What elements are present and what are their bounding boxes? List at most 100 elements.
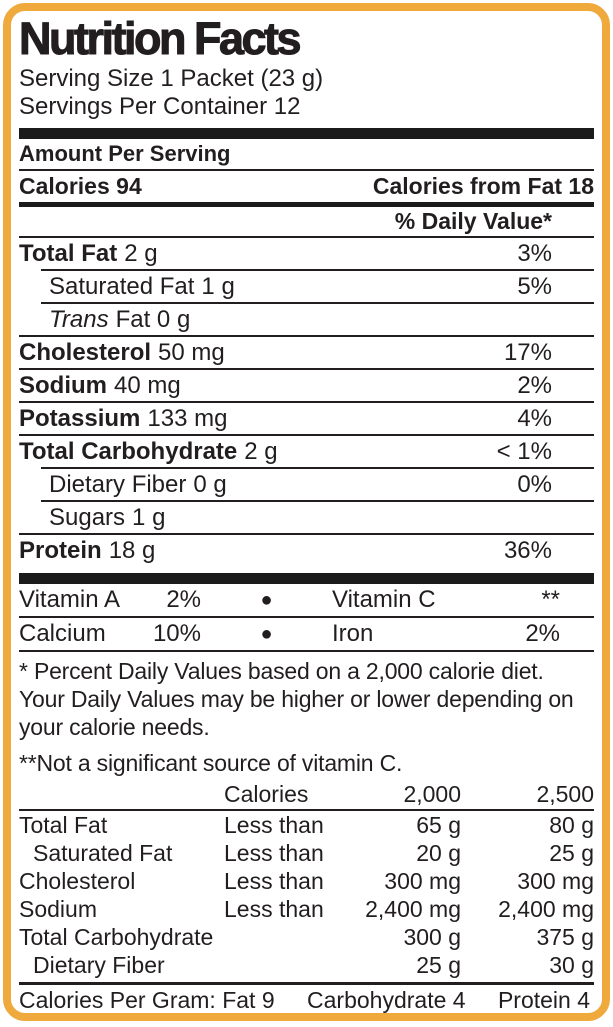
nutrient-daily-value: 4% <box>517 405 552 432</box>
row-separator <box>19 533 594 535</box>
vitamins-section: Vitamin A 2% ● Vitamin C ** Calcium 10% … <box>19 584 594 652</box>
vitamin-left-name: Vitamin A <box>19 586 120 613</box>
divider <box>19 616 594 618</box>
row-separator <box>41 467 594 469</box>
servings-per-container: Servings Per Container 12 <box>19 93 301 120</box>
nutrient-amount: 40 mg <box>114 372 181 399</box>
vitamin-left-value: 2% <box>166 586 201 613</box>
nutrient-name: Trans <box>49 306 109 333</box>
nutrient-name: Protein <box>19 537 102 564</box>
label-title: Nutrition Facts <box>19 13 303 65</box>
nutrient-row: Dietary Fiber 0 g 0% <box>19 469 594 500</box>
nutrient-row: Sodium 40 mg 2% <box>19 370 594 401</box>
nutrient-daily-value: 3% <box>517 240 552 267</box>
nutrient-name: Sodium <box>19 372 107 399</box>
vitamin-right-name: Vitamin C <box>332 586 436 613</box>
nutrient-amount: 1 g <box>132 504 166 531</box>
calories-value: Calories 94 <box>19 173 142 199</box>
amount-per-serving-heading: Amount Per Serving <box>19 141 231 166</box>
nutrient-row: Sugars 1 g <box>19 502 594 533</box>
table-nutrient-name: Saturated Fat <box>33 840 173 866</box>
nutrient-amount: Fat 0 g <box>115 306 191 333</box>
daily-value-header: % Daily Value* <box>394 208 552 234</box>
table-nutrient-name: Cholesterol <box>19 868 136 894</box>
divider <box>19 236 594 238</box>
nutrient-row: Protein 18 g 36% <box>19 535 594 566</box>
table-qualifier: Less than <box>224 812 324 838</box>
table-value-2000: 300 g <box>403 924 461 950</box>
cpg-fat: Calories Per Gram: Fat 9 <box>19 987 275 1013</box>
table-value-2500: 80 g <box>549 812 594 838</box>
nutrient-amount: 0 g <box>193 471 227 498</box>
nutrient-daily-value <box>552 502 594 533</box>
serving-size: Serving Size 1 Packet (23 g) <box>19 65 324 92</box>
table-value-2500: 25 g <box>549 840 594 866</box>
reference-table-row: Cholesterol Less than 300 mg 300 mg <box>19 867 594 895</box>
nutrient-amount: 2 g <box>124 240 158 267</box>
nutrient-name: Sugars <box>49 504 126 531</box>
table-nutrient-name: Sodium <box>19 896 97 922</box>
table-qualifier: Less than <box>224 896 324 922</box>
nutrient-row: Trans Fat 0 g <box>19 304 594 335</box>
table-value-2000: 300 mg <box>384 868 461 894</box>
nutrient-name: Total Fat <box>19 240 118 267</box>
vitamin-right-value: 2% <box>525 620 560 647</box>
reference-table-row: Total Carbohydrate 300 g 375 g <box>19 923 594 951</box>
nutrient-row: Saturated Fat 1 g 5% <box>19 271 594 302</box>
vitamin-left-value: 10% <box>152 620 201 647</box>
divider <box>19 809 594 811</box>
vitamin-left-name: Calcium <box>19 620 106 647</box>
header-2000: 2,000 <box>403 781 461 807</box>
nutrient-name: Total Carbohydrate <box>19 438 238 465</box>
header-spacer <box>19 779 224 809</box>
nutrient-daily-value <box>552 304 594 335</box>
row-separator <box>19 434 594 436</box>
nutrient-daily-value: < 1% <box>496 438 552 465</box>
table-value-2000: 65 g <box>416 812 461 838</box>
cpg-carbohydrate: Carbohydrate 4 <box>307 987 466 1013</box>
calories-from-fat: Calories from Fat 18 <box>372 173 594 199</box>
nutrient-daily-value: 0% <box>517 471 552 498</box>
nutrient-daily-value: 2% <box>517 372 552 399</box>
cpg-protein: Protein 4 <box>497 987 590 1013</box>
header-2500: 2,500 <box>536 781 594 807</box>
reference-table-body: Total Fat Less than 65 g 80 g Saturated … <box>19 811 594 979</box>
nutrient-row: Total Fat 2 g 3% <box>19 238 594 269</box>
table-value-2500: 30 g <box>549 952 594 978</box>
nutrient-name: Saturated Fat <box>49 273 195 300</box>
header-calories: Calories <box>224 781 309 807</box>
nutrient-amount: 50 mg <box>158 339 225 366</box>
vitamin-right-value: ** <box>541 586 560 613</box>
row-separator <box>41 269 594 271</box>
nutrition-facts-label: Nutrition Facts Serving Size 1 Packet (2… <box>3 3 610 1021</box>
row-separator <box>41 500 594 502</box>
reference-table-row: Sodium Less than 2,400 mg 2,400 mg <box>19 895 594 923</box>
reference-table-row: Saturated Fat Less than 20 g 25 g <box>19 839 594 867</box>
reference-table-row: Total Fat Less than 65 g 80 g <box>19 811 594 839</box>
nutrient-daily-value: 17% <box>503 339 552 366</box>
reference-table-row: Dietary Fiber 25 g 30 g <box>19 951 594 979</box>
nutrient-name: Potassium <box>19 405 141 432</box>
table-value-2000: 2,400 mg <box>365 896 461 922</box>
table-nutrient-name: Dietary Fiber <box>33 952 165 978</box>
nutrient-amount: 1 g <box>201 273 235 300</box>
reference-table-header: Calories 2,000 2,500 <box>19 779 594 809</box>
nutrient-amount: 2 g <box>244 438 278 465</box>
nutrient-name: Cholesterol <box>19 339 152 366</box>
table-qualifier <box>224 923 349 951</box>
nutrient-row: Cholesterol 50 mg 17% <box>19 337 594 368</box>
nutrient-row: Potassium 133 mg 4% <box>19 403 594 434</box>
table-value-2000: 20 g <box>416 840 461 866</box>
vitamin-row: Calcium 10% ● Iron 2% <box>19 618 594 650</box>
divider-bottom <box>19 982 594 985</box>
row-separator <box>19 335 594 337</box>
table-qualifier <box>224 951 349 979</box>
calories-per-gram-row: Calories Per Gram: Fat 9 Carbohydrate 4 … <box>19 985 594 1013</box>
nutrients-section: Total Fat 2 g 3% Saturated Fat 1 g 5% Tr… <box>19 238 594 566</box>
nutrient-daily-value: 36% <box>503 537 552 564</box>
nutrient-row: Total Carbohydrate 2 g < 1% <box>19 436 594 467</box>
table-qualifier: Less than <box>224 868 324 894</box>
section-bar-top <box>19 128 594 139</box>
table-value-2500: 300 mg <box>517 868 594 894</box>
vitamin-c-footnote: **Not a significant source of vitamin C. <box>19 750 403 776</box>
